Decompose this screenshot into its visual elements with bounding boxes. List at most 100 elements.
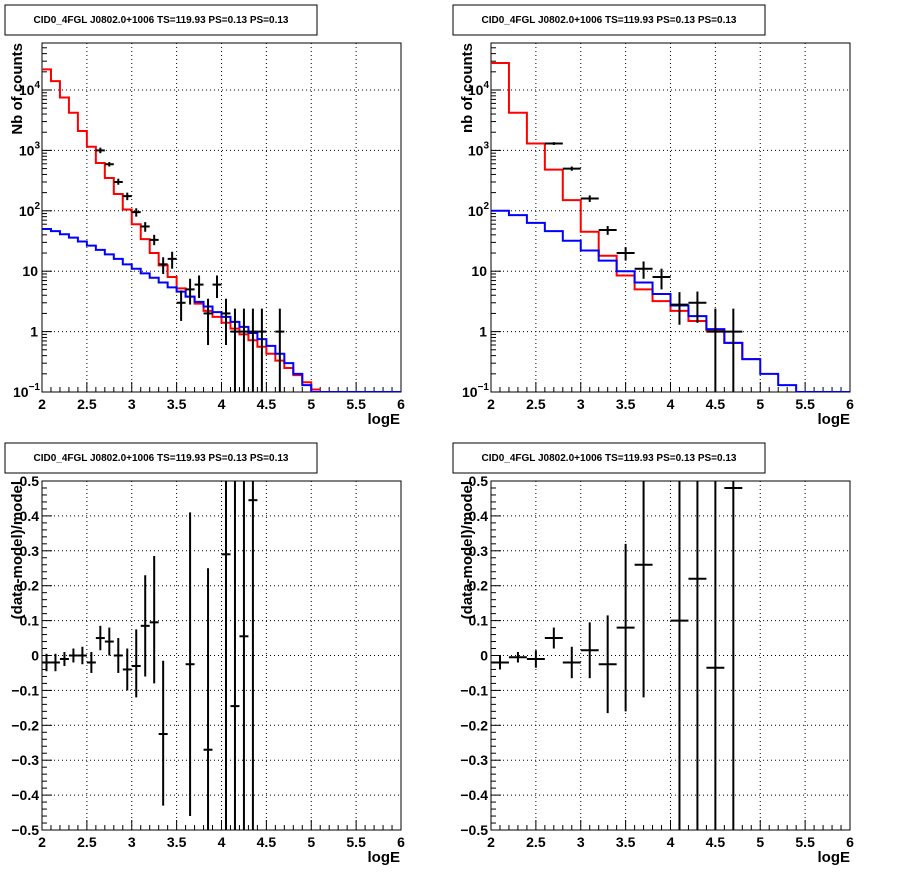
x-axis-label: logE <box>818 411 851 428</box>
x-tick-label: 2.5 <box>77 396 97 412</box>
data-point <box>158 257 168 274</box>
data-point <box>140 222 150 232</box>
y-tick-label: −0.5 <box>11 822 39 838</box>
y-tick-label: 103 <box>468 140 490 158</box>
x-tick-label: 3.5 <box>616 396 636 412</box>
x-tick-label: 2.5 <box>526 834 546 850</box>
x-tick-label: 4.5 <box>257 834 277 850</box>
data-point <box>212 275 222 298</box>
y-tick-label: 0 <box>480 648 488 664</box>
y-tick-label: 0.1 <box>20 613 40 629</box>
data-point <box>634 261 653 279</box>
data-point <box>652 268 671 290</box>
data-point <box>508 652 527 663</box>
data-point <box>122 192 132 201</box>
y-axis-label: (data-model)/model <box>9 481 26 619</box>
title-box <box>4 4 318 36</box>
data-point <box>239 481 249 830</box>
x-tick-label: 6 <box>846 396 854 412</box>
data-point <box>257 308 267 392</box>
y-tick-label: 0.3 <box>469 543 489 559</box>
x-tick-label: 5.5 <box>346 396 366 412</box>
data-point <box>131 629 141 698</box>
data-point <box>598 615 617 714</box>
y-tick-label: 0.3 <box>20 543 40 559</box>
y-tick-label: 10−1 <box>13 382 40 400</box>
x-tick-label: 3.5 <box>167 396 187 412</box>
data-point <box>526 650 545 668</box>
chart-panel-3: 2 2.5 3 3.5 4 4.5 5 5.5 6 −0.5 −0.4 −0.3 −0.2 −0.1 0 0.… <box>4 442 405 866</box>
data-point <box>230 308 240 392</box>
y-tick-label: 0.2 <box>469 578 489 594</box>
x-tick-label: 5.5 <box>795 834 815 850</box>
x-tick-label: 3 <box>128 834 136 850</box>
data-point <box>562 166 581 171</box>
data-point <box>598 226 617 235</box>
data-point <box>104 627 114 656</box>
data-point <box>634 481 653 698</box>
data-point <box>275 308 285 392</box>
data-point <box>688 291 707 323</box>
data-point <box>688 481 707 830</box>
x-tick-label: 5 <box>307 834 315 850</box>
y-tick-label: 104 <box>468 80 490 98</box>
x-tick-label: 2 <box>38 834 46 850</box>
data-point <box>580 622 599 679</box>
data-point <box>95 147 105 154</box>
x-tick-label: 4 <box>218 834 226 850</box>
y-tick-label: 1 <box>479 324 487 340</box>
y-tick-label: 0.4 <box>469 508 489 524</box>
x-tick-label: 4 <box>218 396 226 412</box>
data-point <box>131 208 141 217</box>
data-point <box>77 646 87 665</box>
data-point <box>544 627 563 649</box>
data-point <box>185 512 195 817</box>
y-tick-label: −0.2 <box>11 717 39 733</box>
data-point <box>194 275 204 298</box>
data-point <box>122 648 132 691</box>
y-tick-label: 0.1 <box>469 613 489 629</box>
data-point <box>724 481 743 830</box>
x-tick-label: 5 <box>756 396 764 412</box>
x-tick-label: 6 <box>397 396 405 412</box>
data-point <box>113 178 123 185</box>
series-group <box>491 481 743 830</box>
y-tick-label: 1 <box>30 324 38 340</box>
chart-title: CID0_4FGL J0802.0+1006 TS=119.93 PS=0.13… <box>33 15 288 26</box>
data-point <box>616 247 635 261</box>
data-point <box>185 278 195 305</box>
y-tick-label: 10−1 <box>462 382 489 400</box>
x-tick-label: 4 <box>667 396 675 412</box>
data-point <box>203 298 213 345</box>
data-point <box>68 648 78 663</box>
data-point <box>580 195 599 202</box>
x-axis-label: logE <box>818 849 851 866</box>
y-tick-label: 0.2 <box>20 578 40 594</box>
data-point <box>616 543 635 712</box>
x-tick-label: 5.5 <box>346 834 366 850</box>
x-tick-label: 4.5 <box>257 396 277 412</box>
y-tick-label: −0.3 <box>460 752 488 768</box>
y-tick-label: 102 <box>468 201 490 219</box>
x-tick-label: 5 <box>307 396 315 412</box>
x-tick-label: 4.5 <box>706 396 726 412</box>
title-box <box>452 4 766 36</box>
x-tick-label: 3.5 <box>167 834 187 850</box>
data-point <box>86 652 96 673</box>
y-tick-label: −0.4 <box>460 787 488 803</box>
data-point <box>104 162 114 167</box>
y-tick-label: −0.4 <box>11 787 39 803</box>
chart-panel-4: 2 2.5 3 3.5 4 4.5 5 5.5 6 −0.5 −0.4 −0.3 −0.2 −0.1 0 0.… <box>452 442 854 866</box>
data-point <box>59 652 69 666</box>
y-tick-label: 0.4 <box>20 508 40 524</box>
chart-title: CID0_4FGL J0802.0+1006 TS=119.93 PS=0.13… <box>481 15 736 26</box>
title-box <box>452 442 766 474</box>
x-tick-label: 3 <box>577 396 585 412</box>
chart-title: CID0_4FGL J0802.0+1006 TS=119.93 PS=0.13… <box>481 453 736 464</box>
x-tick-label: 2 <box>487 834 495 850</box>
series-group <box>42 68 401 392</box>
model-total-histogram <box>491 61 761 361</box>
x-tick-label: 6 <box>846 834 854 850</box>
y-tick-label: 10 <box>22 263 38 279</box>
data-point <box>221 298 231 345</box>
